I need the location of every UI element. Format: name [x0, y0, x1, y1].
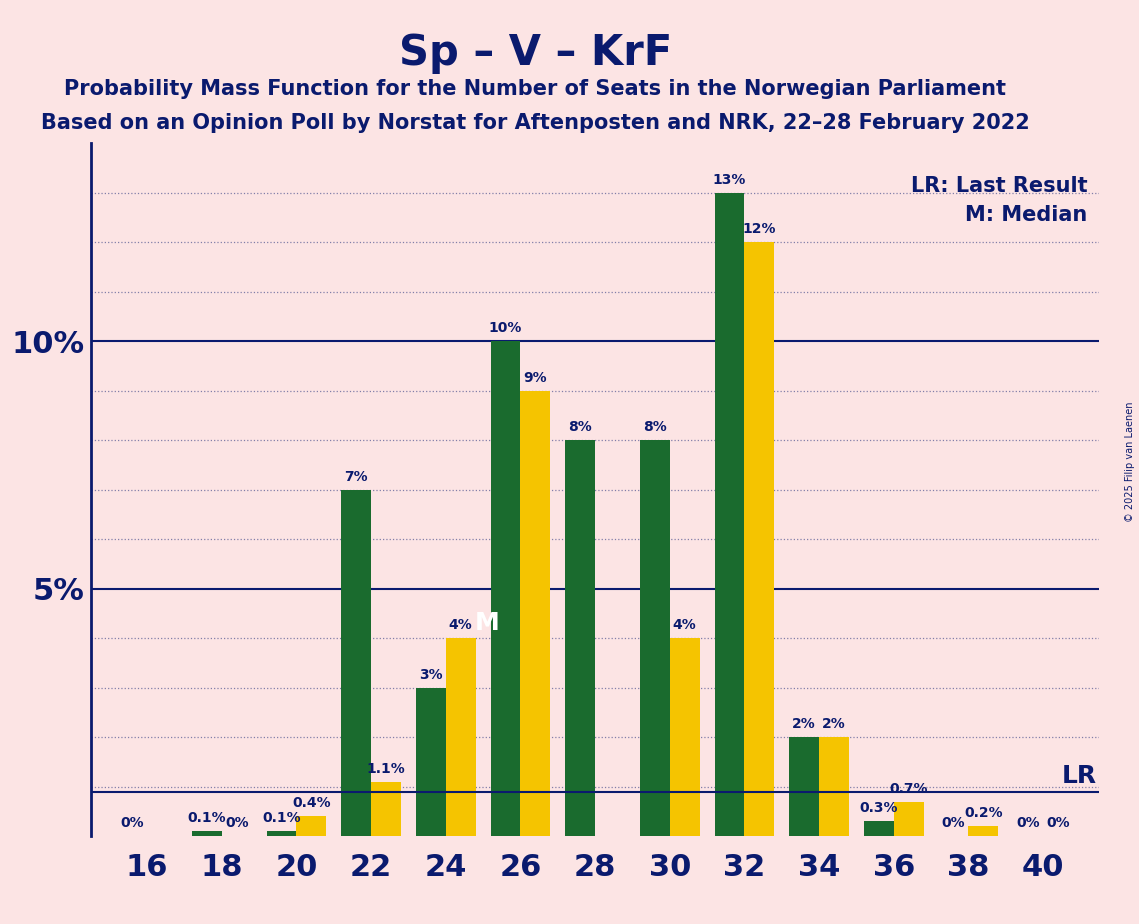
Text: 0.1%: 0.1% — [188, 811, 227, 825]
Text: 0.4%: 0.4% — [292, 796, 330, 810]
Bar — [521, 391, 550, 836]
Bar — [191, 832, 222, 836]
Bar — [968, 826, 998, 836]
Bar — [640, 440, 670, 836]
Text: 0.1%: 0.1% — [262, 811, 301, 825]
Bar — [894, 802, 924, 836]
Text: 0.3%: 0.3% — [860, 801, 899, 816]
Text: 4%: 4% — [449, 618, 473, 632]
Text: 8%: 8% — [568, 420, 592, 434]
Text: 0.7%: 0.7% — [890, 782, 928, 796]
Text: 13%: 13% — [713, 173, 746, 187]
Text: 0.2%: 0.2% — [964, 807, 1002, 821]
Text: 2%: 2% — [822, 717, 846, 731]
Text: 12%: 12% — [743, 223, 776, 237]
Text: 0%: 0% — [224, 816, 248, 831]
Bar — [267, 832, 296, 836]
Bar — [491, 341, 521, 836]
Text: LR: LR — [1062, 764, 1097, 787]
Text: 0%: 0% — [942, 816, 966, 831]
Text: 7%: 7% — [344, 469, 368, 484]
Bar — [296, 817, 327, 836]
Bar — [789, 737, 819, 836]
Text: 4%: 4% — [673, 618, 697, 632]
Bar — [670, 638, 699, 836]
Text: 3%: 3% — [419, 668, 443, 682]
Text: Based on an Opinion Poll by Norstat for Aftenposten and NRK, 22–28 February 2022: Based on an Opinion Poll by Norstat for … — [41, 113, 1030, 133]
Text: 8%: 8% — [644, 420, 666, 434]
Bar — [745, 242, 775, 836]
Bar — [565, 440, 596, 836]
Text: Probability Mass Function for the Number of Seats in the Norwegian Parliament: Probability Mass Function for the Number… — [64, 79, 1007, 99]
Bar — [371, 782, 401, 836]
Bar — [342, 490, 371, 836]
Text: 0%: 0% — [121, 816, 144, 831]
Text: © 2025 Filip van Laenen: © 2025 Filip van Laenen — [1125, 402, 1134, 522]
Text: Sp – V – KrF: Sp – V – KrF — [399, 32, 672, 74]
Text: 2%: 2% — [793, 717, 816, 731]
Text: 0%: 0% — [1016, 816, 1040, 831]
Text: LR: Last Result: LR: Last Result — [911, 176, 1088, 196]
Text: 9%: 9% — [524, 371, 547, 384]
Bar — [416, 687, 445, 836]
Bar — [445, 638, 476, 836]
Text: M: Median: M: Median — [966, 205, 1088, 225]
Bar — [865, 821, 894, 836]
Text: 0%: 0% — [1047, 816, 1070, 831]
Text: 1.1%: 1.1% — [367, 761, 405, 776]
Bar — [714, 193, 745, 836]
Bar — [819, 737, 849, 836]
Text: M: M — [475, 612, 500, 636]
Text: 10%: 10% — [489, 322, 522, 335]
